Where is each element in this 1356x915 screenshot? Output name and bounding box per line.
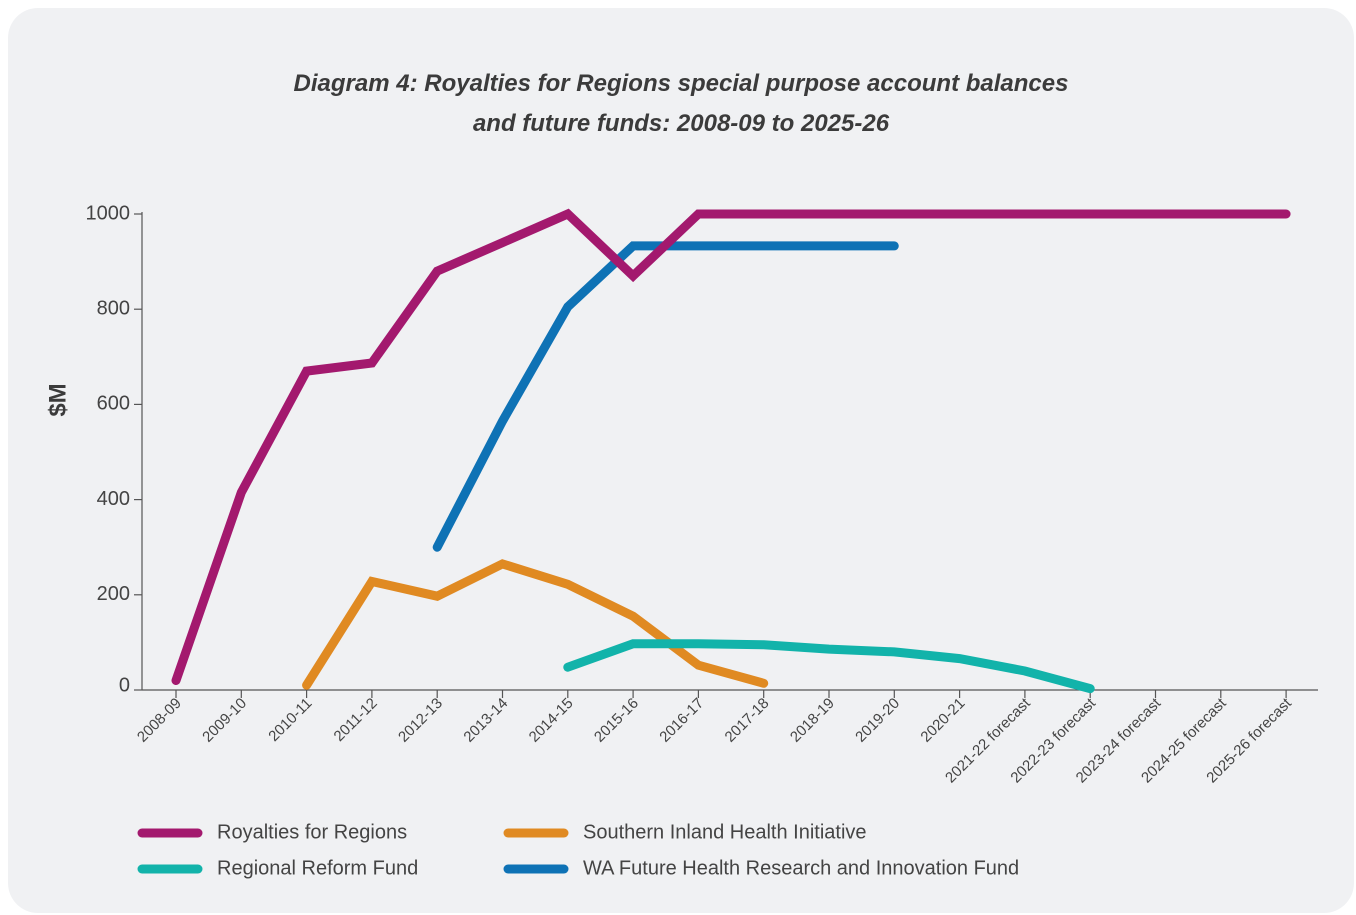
series-line-1: [171, 208, 1291, 685]
chart-title-line-1: Diagram 4: Royalties for Regions special…: [293, 70, 1069, 97]
x-tick-label: 2012-13: [395, 695, 446, 746]
x-tick-label: 2017-18: [722, 695, 773, 746]
chart-axes: 0 200 400 600 800 1000 2008-09 2009-10 2010-11 20…: [86, 202, 1318, 786]
legend-label: WA Future Health Research and Innovation…: [583, 857, 1019, 879]
legend-label: Southern Inland Health Initiative: [583, 821, 867, 843]
x-tick-label: 2020-21: [917, 695, 968, 746]
x-tick-label: 2009-10: [199, 695, 250, 746]
y-axis-label: $M: [44, 383, 71, 416]
y-tick-label: 800: [97, 297, 130, 319]
legend-label: Regional Reform Fund: [217, 857, 418, 879]
chart-title: Diagram 4: Royalties for Regions special…: [0, 64, 1356, 144]
x-tick-label: 2019-20: [852, 695, 903, 746]
chart-legend: Royalties for Regions Southern Inland Hea…: [137, 821, 1019, 879]
x-tick-label: 2010-11: [265, 695, 315, 745]
series-line-4: [432, 241, 899, 552]
x-tick-label: 2015-16: [591, 695, 642, 746]
series-line-2: [302, 559, 769, 690]
x-tick-label: 2008-09: [134, 695, 185, 746]
series-line-3: [563, 639, 1095, 694]
x-tick-label: 2011-12: [331, 695, 381, 745]
chart-title-line-2: and future funds: 2008-09 to 2025-26: [472, 110, 890, 137]
x-tick-label: 2018-19: [787, 695, 838, 746]
x-tick-label: 2014-15: [526, 695, 577, 746]
chart-card: [8, 8, 1354, 913]
y-tick-label: 600: [97, 393, 130, 415]
legend-label: Royalties for Regions: [217, 821, 407, 843]
y-tick-label: 1000: [86, 202, 131, 224]
y-tick-label: 0: [119, 674, 130, 696]
series-layer: [171, 208, 1291, 694]
y-tick-label: 200: [97, 583, 130, 605]
x-tick-label: 2016-17: [656, 695, 707, 746]
y-tick-label: 400: [97, 488, 130, 510]
x-tick-label: 2013-14: [460, 695, 511, 746]
